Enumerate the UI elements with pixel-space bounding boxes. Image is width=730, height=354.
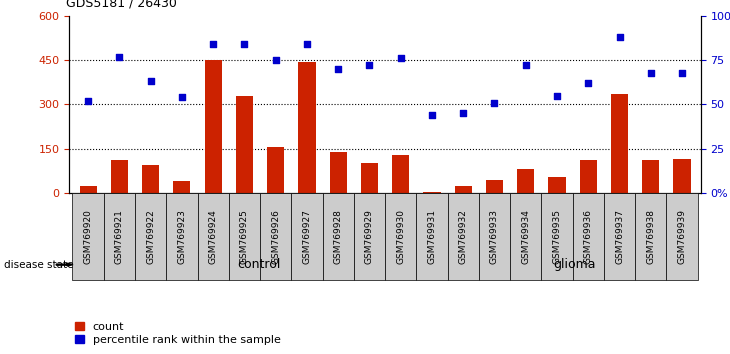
Point <box>145 79 156 84</box>
Bar <box>416 193 447 280</box>
Bar <box>572 193 604 280</box>
Bar <box>291 193 323 280</box>
Text: GSM769926: GSM769926 <box>271 209 280 264</box>
Bar <box>204 60 222 193</box>
Bar <box>510 193 542 280</box>
Point <box>239 41 250 47</box>
Text: GSM769923: GSM769923 <box>177 209 186 264</box>
Bar <box>642 160 659 193</box>
Legend: count, percentile rank within the sample: count, percentile rank within the sample <box>75 321 280 345</box>
Bar <box>611 94 628 193</box>
Bar <box>674 159 691 193</box>
Bar <box>166 193 198 280</box>
Bar <box>236 96 253 193</box>
Text: GSM769928: GSM769928 <box>334 209 342 264</box>
Bar <box>635 193 666 280</box>
Point <box>114 54 126 59</box>
Text: GSM769931: GSM769931 <box>428 209 437 264</box>
Point <box>458 110 469 116</box>
Text: GSM769925: GSM769925 <box>240 209 249 264</box>
Point <box>364 63 375 68</box>
Bar <box>580 160 597 193</box>
Point <box>551 93 563 98</box>
Point <box>488 100 500 105</box>
Bar <box>198 193 228 280</box>
Point <box>645 70 656 75</box>
Point <box>583 80 594 86</box>
Bar <box>517 169 534 193</box>
Point <box>332 66 344 72</box>
Bar <box>548 177 566 193</box>
Bar <box>423 192 441 193</box>
Bar <box>542 193 572 280</box>
Text: disease state: disease state <box>4 259 73 270</box>
Point <box>395 56 407 61</box>
Bar <box>72 193 104 280</box>
Bar <box>604 193 635 280</box>
Text: GSM769924: GSM769924 <box>209 209 218 264</box>
Text: control: control <box>237 258 280 271</box>
Text: GSM769920: GSM769920 <box>84 209 93 264</box>
Bar <box>135 193 166 280</box>
Text: GSM769935: GSM769935 <box>553 209 561 264</box>
Bar <box>361 164 378 193</box>
Text: GSM769938: GSM769938 <box>646 209 656 264</box>
Bar <box>267 147 284 193</box>
Bar <box>299 62 315 193</box>
Bar <box>479 193 510 280</box>
Text: GSM769930: GSM769930 <box>396 209 405 264</box>
Point <box>426 112 438 118</box>
Bar <box>173 181 191 193</box>
Bar <box>385 193 416 280</box>
Bar <box>392 155 410 193</box>
Text: GSM769933: GSM769933 <box>490 209 499 264</box>
Bar <box>111 160 128 193</box>
Text: GSM769921: GSM769921 <box>115 209 124 264</box>
Point <box>301 41 312 47</box>
Bar <box>447 193 479 280</box>
Point <box>270 57 282 63</box>
Bar <box>142 165 159 193</box>
Point <box>82 98 94 104</box>
Text: GSM769922: GSM769922 <box>146 209 155 264</box>
Point <box>614 34 626 40</box>
Bar <box>486 180 503 193</box>
Bar <box>666 193 698 280</box>
Text: GSM769927: GSM769927 <box>302 209 312 264</box>
Bar <box>323 193 354 280</box>
Point <box>207 41 219 47</box>
Bar <box>80 185 96 193</box>
Point <box>176 95 188 100</box>
Text: GSM769932: GSM769932 <box>458 209 468 264</box>
Text: GDS5181 / 26430: GDS5181 / 26430 <box>66 0 177 10</box>
Bar <box>329 152 347 193</box>
Bar <box>104 193 135 280</box>
Text: GSM769939: GSM769939 <box>677 209 686 264</box>
Point <box>676 70 688 75</box>
Bar <box>260 193 291 280</box>
Text: GSM769937: GSM769937 <box>615 209 624 264</box>
Point <box>520 63 531 68</box>
Text: GSM769936: GSM769936 <box>584 209 593 264</box>
Text: GSM769929: GSM769929 <box>365 209 374 264</box>
Text: GSM769934: GSM769934 <box>521 209 530 264</box>
Bar <box>228 193 260 280</box>
Text: glioma: glioma <box>553 258 596 271</box>
Bar <box>455 185 472 193</box>
Bar <box>354 193 385 280</box>
